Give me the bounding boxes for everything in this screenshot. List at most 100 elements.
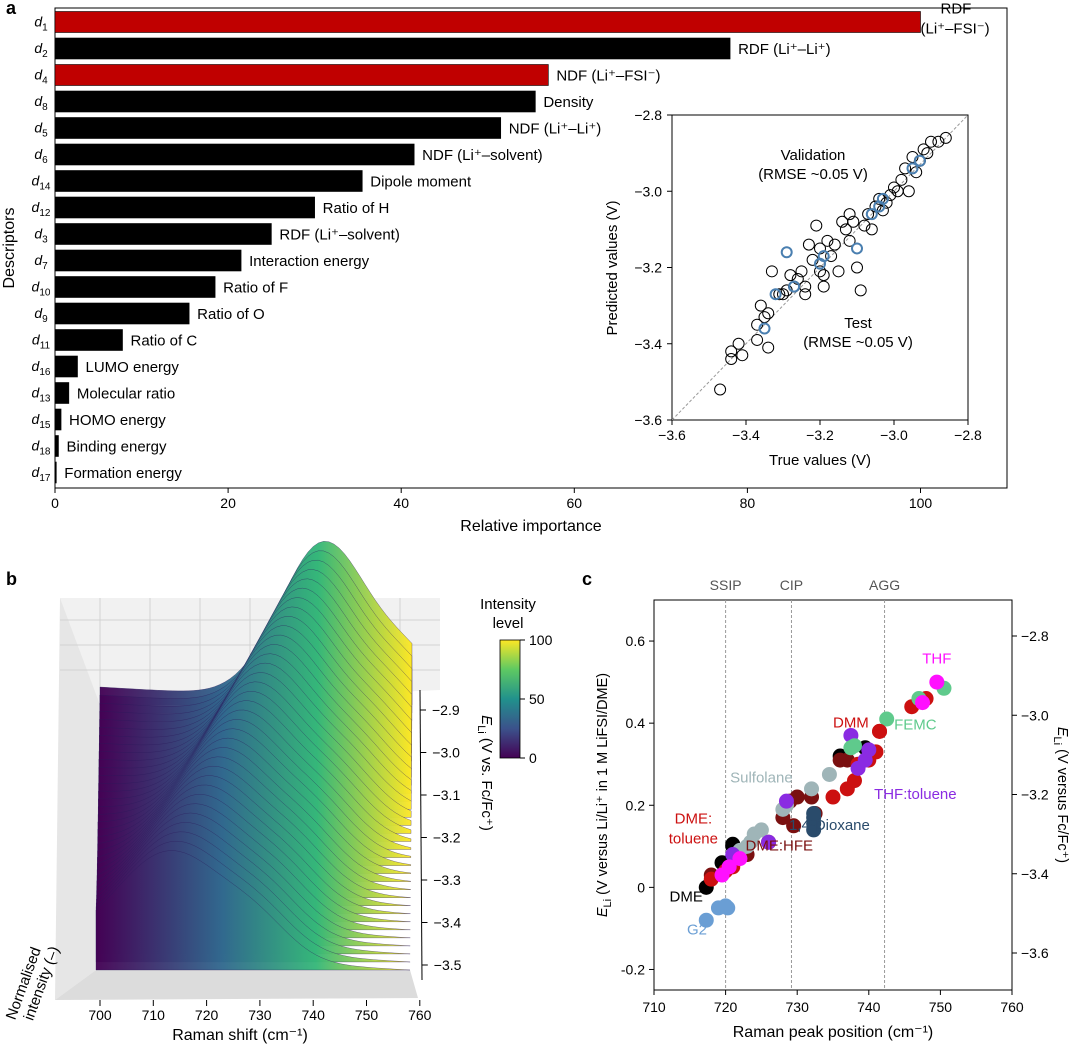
validation-point bbox=[851, 261, 863, 274]
c-y-e: E bbox=[595, 907, 611, 917]
bar-name: Formation energy bbox=[64, 465, 182, 482]
validation-point bbox=[814, 265, 826, 278]
c-axes: 710 720 730 740 750 760 -0.2 0 0.2 0.4 0.6 −3.6 −3.4… bbox=[621, 628, 1049, 1015]
bar-d10 bbox=[54, 276, 216, 298]
validation-point bbox=[762, 341, 775, 354]
validation-point bbox=[754, 299, 767, 312]
test-point bbox=[906, 162, 919, 175]
bar-d9 bbox=[54, 302, 190, 325]
inset-y-tick-label: −3.2 bbox=[634, 260, 662, 276]
bar-name: HOMO energy bbox=[69, 412, 166, 429]
c-y-tick-label: 0.6 bbox=[626, 633, 646, 649]
inset-x-label: True values (V) bbox=[769, 452, 871, 469]
descriptor-index: 13 bbox=[39, 394, 51, 405]
descriptor-d: d bbox=[32, 438, 41, 454]
validation-point bbox=[795, 265, 808, 278]
bar-name: NDF (Li⁺–Li⁺) bbox=[509, 121, 602, 138]
c-y2-tick-label: −3.0 bbox=[1021, 707, 1049, 723]
c-y2-e: E bbox=[1054, 727, 1070, 737]
b-y-tick-label: −3.4 bbox=[434, 915, 462, 931]
c-y-sub: Li bbox=[602, 899, 614, 908]
inset-x-tick-label: −3.2 bbox=[806, 427, 834, 443]
descriptor-d: d bbox=[32, 464, 41, 480]
bar-d4 bbox=[54, 64, 549, 86]
descriptor-label: d11 bbox=[32, 332, 51, 352]
bar-name: Dipole moment bbox=[370, 174, 472, 191]
series-label: G2 bbox=[687, 922, 707, 939]
point-sulfolane bbox=[753, 822, 769, 838]
c-y-tick-label: -0.2 bbox=[621, 961, 645, 977]
descriptor-label: d8 bbox=[34, 93, 48, 113]
point-thftoluene bbox=[861, 742, 877, 758]
descriptor-index: 14 bbox=[39, 182, 51, 193]
point-dme bbox=[846, 773, 862, 789]
svg-text:ELi (V vs. Fc/Fc⁺): ELi (V vs. Fc/Fc⁺) bbox=[475, 715, 495, 831]
x-tick-label: 80 bbox=[740, 495, 756, 511]
bar-name: Ratio of F bbox=[223, 280, 288, 297]
c-x-tick-label: 740 bbox=[857, 999, 881, 1015]
bar-name: Ratio of H bbox=[323, 200, 390, 217]
validation-point bbox=[802, 238, 815, 251]
c-y2-tick-label: −2.8 bbox=[1021, 628, 1049, 644]
bar-d5 bbox=[54, 117, 502, 139]
x-tick-label: 40 bbox=[393, 495, 409, 511]
b-x-tick-label: 760 bbox=[408, 1007, 432, 1023]
b-x-tick-label: 700 bbox=[88, 1007, 112, 1023]
descriptor-index: 7 bbox=[42, 261, 48, 272]
point-femc bbox=[846, 738, 862, 754]
panel-c-label: c bbox=[582, 569, 592, 589]
validation-point bbox=[854, 284, 867, 297]
test-point bbox=[780, 246, 793, 259]
colorbar bbox=[499, 639, 521, 759]
descriptor-d: d bbox=[34, 146, 43, 162]
test-point bbox=[851, 242, 863, 255]
descriptor-label: d17 bbox=[32, 464, 51, 484]
descriptor-index: 4 bbox=[42, 76, 48, 87]
series-label: DME bbox=[670, 889, 703, 906]
validation-point bbox=[799, 288, 812, 301]
test-point bbox=[913, 154, 926, 167]
b-y-tick-label: −3.0 bbox=[432, 745, 460, 761]
validation-point bbox=[762, 307, 775, 320]
descriptor-label: d16 bbox=[32, 358, 51, 378]
point-femc bbox=[879, 711, 895, 727]
descriptor-label: d14 bbox=[32, 173, 51, 193]
panel-a-frame bbox=[54, 7, 1008, 489]
point-14dioxane bbox=[806, 805, 822, 821]
c-x-tick-label: 750 bbox=[929, 999, 953, 1015]
descriptor-label: d13 bbox=[32, 385, 51, 405]
bar-name: Binding energy bbox=[66, 439, 167, 456]
validation-point bbox=[843, 234, 856, 247]
validation-point bbox=[895, 173, 908, 186]
validation-point bbox=[902, 185, 915, 198]
series-label-2: toluene bbox=[669, 831, 718, 848]
test-rmse: (RMSE ~0.05 V) bbox=[803, 334, 913, 351]
descriptor-label: d2 bbox=[34, 40, 48, 60]
validation-point bbox=[725, 345, 738, 358]
point-dmehfe bbox=[786, 818, 802, 834]
descriptor-index: 10 bbox=[39, 288, 51, 299]
bar-name: Molecular ratio bbox=[77, 386, 175, 403]
x-axis: 0 20 40 60 80 100 bbox=[51, 488, 932, 511]
point-g2 bbox=[720, 900, 736, 916]
validation-point bbox=[921, 147, 934, 160]
point-dmm bbox=[872, 723, 888, 739]
inset-y-tick-label: −3.4 bbox=[634, 336, 662, 352]
validation-point bbox=[843, 208, 856, 221]
validation-rmse: (RMSE ~0.05 V) bbox=[758, 166, 868, 183]
b-x-tick-label: 740 bbox=[302, 1007, 326, 1023]
validation-point bbox=[765, 265, 778, 278]
descriptor-index: 18 bbox=[39, 447, 51, 458]
series-label: THF:toluene bbox=[874, 786, 957, 803]
x-tick-label: 20 bbox=[220, 495, 236, 511]
c-x-label: Raman peak position (cm⁻¹) bbox=[733, 1024, 934, 1041]
series-label: THF bbox=[922, 651, 951, 668]
point-dme bbox=[825, 789, 841, 805]
bar-d1 bbox=[54, 11, 921, 33]
c-x-tick-label: 720 bbox=[714, 999, 738, 1015]
descriptor-label: d1 bbox=[34, 14, 48, 34]
validation-point bbox=[817, 280, 830, 293]
validation-point bbox=[858, 219, 871, 232]
c-y-rest: (V versus Li/Li⁺ in 1 M LiFSI/DME) bbox=[595, 673, 611, 899]
eli-sub: Li bbox=[475, 725, 487, 734]
